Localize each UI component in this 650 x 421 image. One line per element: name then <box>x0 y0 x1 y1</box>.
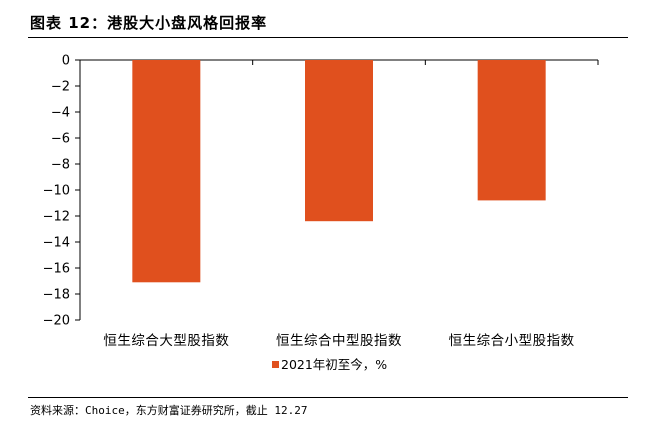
bar <box>477 60 546 201</box>
y-tick-label: −20 <box>43 314 70 329</box>
title-rule <box>28 37 628 38</box>
source-note: 资料来源：Choice，东方财富证券研究所，截止 12.27 <box>30 404 308 417</box>
figure-title: 图表 12：港股大小盘风格回报率 <box>30 14 268 32</box>
x-category-label: 恒生综合小型股指数 <box>449 333 575 349</box>
x-category-label: 恒生综合中型股指数 <box>276 333 402 349</box>
x-category-label: 恒生综合大型股指数 <box>103 333 229 349</box>
legend-swatch <box>272 361 279 368</box>
y-tick-label: −8 <box>51 158 70 173</box>
bar <box>305 60 373 222</box>
y-tick-label: −10 <box>43 184 70 199</box>
bars <box>132 60 546 283</box>
axes: 0 −2 −4 −6 −8 −10 −12 −14 −16 −18 −20 恒生综合大型股指数 恒生综合… <box>43 54 599 349</box>
source-rule <box>28 397 628 398</box>
y-tick-label: −18 <box>43 288 70 303</box>
bar <box>132 60 201 283</box>
y-tick-label: −4 <box>51 106 70 121</box>
y-tick-label: −12 <box>43 210 70 225</box>
legend-label: 2021年初至今，% <box>281 357 387 372</box>
y-tick-label: −2 <box>51 80 70 95</box>
legend: 2021年初至今，% <box>272 357 387 372</box>
y-tick-label: −16 <box>43 262 70 277</box>
y-tick-label: −6 <box>51 132 70 147</box>
y-tick-label: −14 <box>43 236 70 251</box>
bar-chart: 0 −2 −4 −6 −8 −10 −12 −14 −16 −18 −20 恒生综合大型股指数 恒生综合… <box>43 54 599 372</box>
y-tick-label: 0 <box>62 54 70 69</box>
